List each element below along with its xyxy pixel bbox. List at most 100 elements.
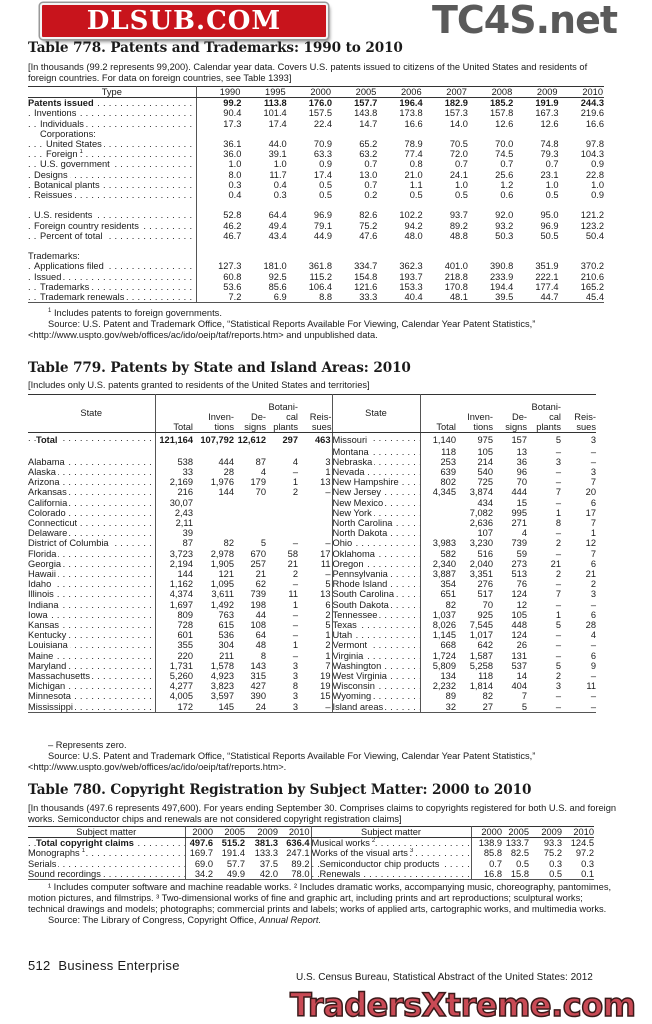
value-cell: 21 (287, 558, 298, 569)
value-cell: 124 (511, 589, 527, 600)
value-cell: 5,258 (469, 660, 493, 671)
value-cell: 273 (511, 558, 527, 569)
value-cell: 96 (516, 466, 527, 477)
row-label: Trademark renewals (28, 292, 197, 304)
value-cell: 5,809 (432, 660, 456, 671)
row-label-text: District of Columbia (28, 538, 111, 549)
row-label-text: Ohio (332, 538, 355, 549)
value-cell: 3 (590, 466, 596, 477)
value-cell: – (555, 548, 561, 559)
value-cell: 93.7 (449, 210, 468, 221)
row-label-text: Designs (34, 169, 70, 180)
value-cell: 2 (590, 579, 596, 590)
value-cell: 105 (511, 609, 527, 620)
value-cell: 17 (585, 507, 596, 518)
value-cell: 96.9 (313, 210, 333, 221)
value-cell: 1 (555, 507, 561, 518)
state-name: Minnesota (28, 691, 156, 702)
value-cell: 3 (555, 456, 561, 467)
value-cell: 17.3 (223, 118, 242, 129)
value-cell (196, 251, 241, 261)
value-cell (196, 241, 241, 251)
row-label-text: Wyoming (332, 691, 374, 702)
value-cell: 82.6 (359, 210, 378, 221)
table-row: Designs 8.0 11.7 17.4 13.0 21.0 24.1 25.6 23.1 22… (28, 169, 604, 180)
value-cell (513, 129, 558, 139)
value-cell: 75.2 (543, 848, 562, 859)
value-cell (155, 447, 193, 457)
value-cell (234, 528, 266, 538)
value-cell (420, 498, 456, 508)
value-cell: 82 (445, 599, 456, 610)
footnote-marker: 2 (371, 838, 376, 845)
row-label-text: Iowa (28, 609, 50, 620)
table-row: Alaska33284–1Nevada63954096–3 (28, 466, 596, 478)
row-label: Sound recordings (28, 868, 186, 881)
value-cell: 79.3 (540, 149, 559, 160)
inventions-header: Inven-tions (456, 394, 493, 433)
value-cell: 13 (298, 589, 333, 600)
value-cell: 219.6 (580, 108, 604, 119)
value-cell: 28 (223, 466, 234, 477)
value-cell: 0.8 (409, 159, 423, 170)
row-label: Monographs 1 (28, 848, 186, 859)
value-cell: 48 (255, 640, 266, 651)
value-cell: 3 (590, 434, 596, 445)
state-name: Montana (332, 446, 421, 457)
value-cell: 32 (420, 701, 456, 713)
value-cell: 1.0 (273, 159, 287, 170)
value-cell: 0.4 (273, 179, 287, 190)
value-cell: 107,792 (200, 434, 234, 445)
value-cell: 401.0 (444, 261, 468, 272)
value-cell: 48.8 (449, 230, 468, 241)
value-cell (241, 241, 286, 251)
row-label: Designs (28, 169, 197, 180)
value-cell: 39.5 (467, 292, 514, 304)
year-header: 2005 (332, 86, 378, 99)
table-row: Reissues 0.4 0.3 0.5 0.2 0.5 0.5 0.6 0.5 0.9 (28, 190, 604, 201)
value-cell: 82 (482, 691, 493, 702)
value-cell: 64.4 (268, 210, 287, 221)
value-cell: 2 (555, 568, 561, 579)
value-cell (287, 129, 332, 139)
value-cell: 97.8 (585, 139, 604, 150)
value-cell: 47.6 (359, 230, 378, 241)
value-cell: 82 (223, 538, 234, 549)
value-cell (513, 251, 558, 261)
value-cell: – (298, 487, 333, 498)
value-cell: 7.2 (196, 292, 242, 304)
value-cell: 0.5 (516, 858, 529, 869)
row-label: Semiconductor chip products (311, 858, 472, 869)
value-cell: 70.9 (313, 139, 333, 150)
value-cell: 133.3 (254, 848, 278, 859)
table-row: Total copyright claims 497.6 515.2 381.3636… (28, 837, 594, 849)
row-label-text: Colorado (28, 507, 68, 518)
value-cell: 7 (555, 487, 561, 498)
value-cell: 11 (586, 681, 596, 692)
value-cell: 185.2 (490, 98, 514, 109)
state-name: Pennsylvania (332, 568, 421, 580)
state-name: Arizona (28, 477, 156, 488)
value-cell: 36.0 (223, 149, 242, 160)
value-cell: 2 (292, 568, 298, 579)
table-row (28, 200, 604, 211)
value-cell: 34.2 (185, 868, 213, 881)
value-cell: 1.0 (455, 179, 468, 190)
value-cell: 46.2 (223, 220, 242, 231)
row-label-text: Vermont (332, 640, 370, 651)
row-label-text: Serials (28, 858, 59, 869)
value-cell: 244.3 (580, 98, 604, 109)
value-cell: 601 (177, 630, 193, 641)
state-name: Ohio (332, 538, 421, 549)
value-cell: – (292, 650, 298, 661)
row-label (28, 241, 197, 252)
row-label: Renewals (311, 868, 472, 881)
value-cell: 123.2 (580, 220, 604, 231)
value-cell: 3 (590, 589, 596, 600)
value-cell: 57.7 (226, 858, 245, 869)
value-cell: 75.2 (359, 220, 378, 231)
